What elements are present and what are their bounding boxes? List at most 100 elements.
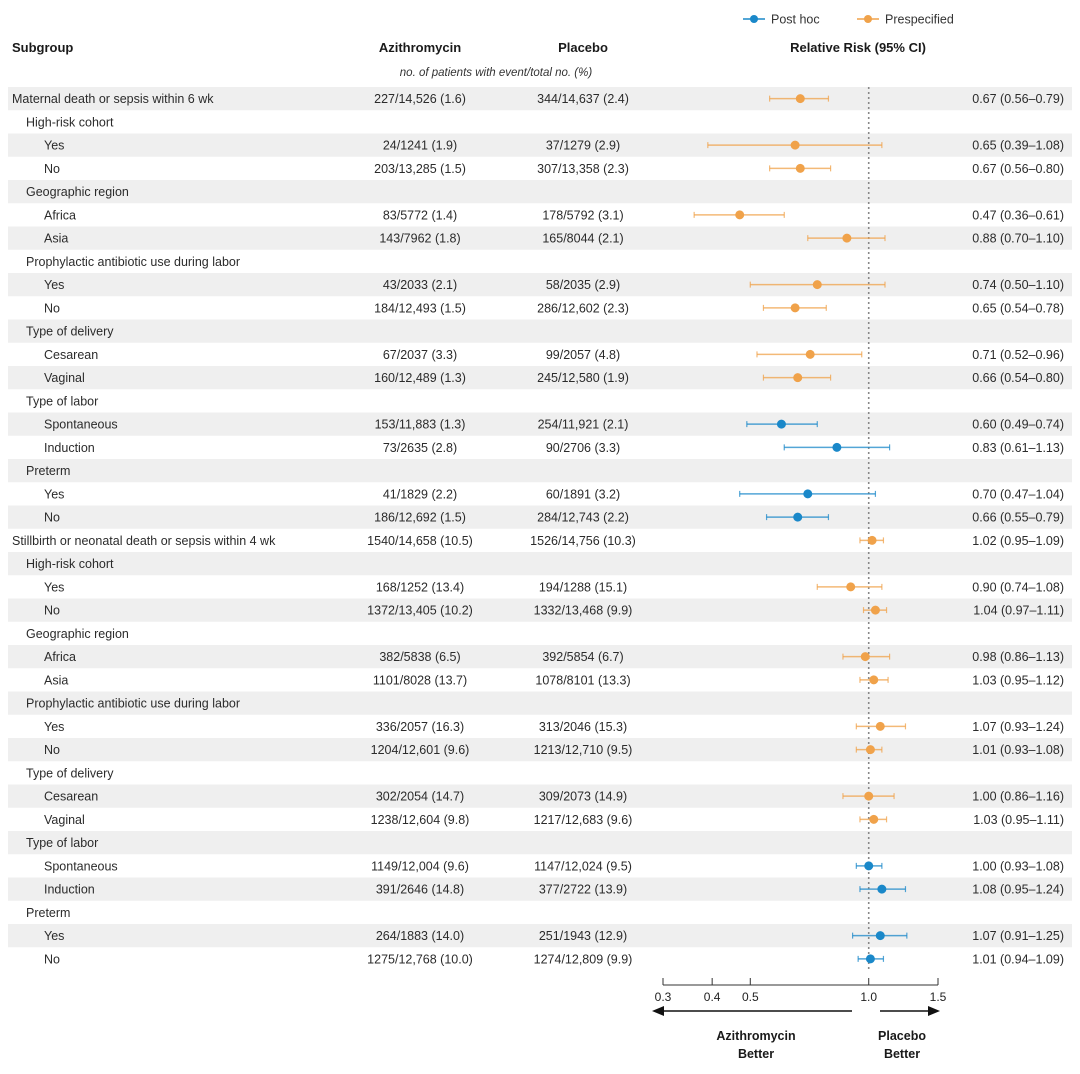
azithromycin-value: 184/12,493 (1.5) [374, 301, 466, 315]
subgroup-label: Africa [44, 208, 76, 222]
group-label: High-risk cohort [26, 557, 114, 571]
axis-tick-label: 0.4 [704, 990, 721, 1004]
azithromycin-value: 391/2646 (14.8) [376, 883, 464, 897]
placebo-value: 392/5854 (6.7) [542, 650, 623, 664]
row-bands [8, 87, 1072, 948]
azithromycin-value: 1149/12,004 (9.6) [371, 859, 469, 873]
azithromycin-value: 336/2057 (16.3) [376, 720, 464, 734]
table-rows: Maternal death or sepsis within 6 wk 227/… [12, 87, 1064, 971]
header-azithromycin: Azithromycin [379, 40, 461, 55]
subgroup-label: Cesarean [44, 790, 98, 804]
subgroup-label: Asia [44, 673, 68, 687]
group-label: Prophylactic antibiotic use during labor [26, 697, 240, 711]
rr-value: 1.00 (0.93–1.08) [972, 859, 1064, 873]
placebo-value: 1217/12,683 (9.6) [534, 813, 633, 827]
rr-value: 0.47 (0.36–0.61) [972, 208, 1064, 222]
rr-value: 0.90 (0.74–1.08) [972, 580, 1064, 594]
axis-right-label-line1: Placebo [878, 1029, 926, 1043]
azithromycin-value: 1275/12,768 (10.0) [367, 952, 473, 966]
rr-value: 0.60 (0.49–0.74) [972, 418, 1064, 432]
point-estimate [832, 442, 842, 452]
header-subheader: no. of patients with event/total no. (%) [400, 67, 593, 79]
point-estimate [795, 94, 805, 104]
arrow-left-head [652, 1006, 664, 1016]
rr-value: 1.04 (0.97–1.11) [973, 604, 1064, 618]
placebo-value: 254/11,921 (2.1) [538, 418, 629, 432]
subgroup-label: Maternal death or sepsis within 6 wk [12, 92, 214, 106]
group-label: High-risk cohort [26, 115, 114, 129]
row-band [8, 273, 1072, 297]
header-relative-risk: Relative Risk (95% CI) [790, 40, 926, 55]
rr-value: 0.65 (0.54–0.78) [972, 301, 1064, 315]
row-band [8, 738, 1072, 762]
azithromycin-value: 302/2054 (14.7) [376, 790, 464, 804]
legend-label: Post hoc [771, 13, 820, 27]
placebo-value: 251/1943 (12.9) [539, 929, 627, 943]
subgroup-label: Induction [44, 441, 95, 455]
point-estimate [869, 675, 879, 685]
subgroup-label: No [44, 743, 60, 757]
placebo-value: 60/1891 (3.2) [546, 487, 620, 501]
row-band [8, 505, 1072, 529]
placebo-value: 165/8044 (2.1) [542, 232, 623, 246]
arrow-right-head [928, 1006, 940, 1016]
azithromycin-value: 1540/14,658 (10.5) [367, 534, 473, 548]
rr-value: 1.03 (0.95–1.12) [972, 673, 1064, 687]
azithromycin-value: 1372/13,405 (10.2) [367, 604, 473, 618]
placebo-value: 37/1279 (2.9) [546, 139, 620, 153]
point-estimate [735, 210, 745, 220]
placebo-value: 1332/13,468 (9.9) [534, 604, 633, 618]
azithromycin-value: 24/1241 (1.9) [383, 139, 457, 153]
row-band [8, 459, 1072, 483]
axis-tick-label: 0.5 [742, 990, 759, 1004]
legend: Post hoc Prespecified [743, 13, 954, 27]
azithromycin-value: 1238/12,604 (9.8) [371, 813, 470, 827]
azithromycin-value: 203/13,285 (1.5) [374, 162, 466, 176]
azithromycin-value: 186/12,692 (1.5) [374, 511, 466, 525]
point-estimate [864, 861, 874, 871]
subgroup-label: No [44, 162, 60, 176]
point-estimate [867, 535, 877, 545]
row-band [8, 133, 1072, 157]
row-band [8, 831, 1072, 855]
point-estimate [795, 163, 805, 173]
row-band [8, 552, 1072, 576]
point-estimate [812, 280, 822, 290]
rr-value: 0.67 (0.56–0.80) [972, 162, 1064, 176]
subgroup-label: Induction [44, 883, 95, 897]
azithromycin-value: 1204/12,601 (9.6) [371, 743, 470, 757]
azithromycin-value: 73/2635 (2.8) [383, 441, 457, 455]
placebo-value: 178/5792 (3.1) [542, 208, 623, 222]
row-band [8, 877, 1072, 901]
group-label: Type of delivery [26, 766, 114, 780]
rr-value: 1.01 (0.94–1.09) [972, 952, 1064, 966]
row-band [8, 412, 1072, 436]
placebo-value: 194/1288 (15.1) [539, 580, 627, 594]
subgroup-label: Yes [44, 720, 64, 734]
rr-value: 1.03 (0.95–1.11) [973, 813, 1064, 827]
group-label: Type of delivery [26, 325, 114, 339]
rr-value: 1.07 (0.91–1.25) [972, 929, 1064, 943]
placebo-value: 1526/14,756 (10.3) [530, 534, 636, 548]
subgroup-label: Spontaneous [44, 418, 118, 432]
point-estimate [860, 652, 870, 662]
subgroup-label: Yes [44, 580, 64, 594]
rr-value: 1.00 (0.86–1.16) [972, 790, 1064, 804]
group-label: Geographic region [26, 627, 129, 641]
rr-value: 0.88 (0.70–1.10) [972, 232, 1064, 246]
azithromycin-value: 41/1829 (2.2) [383, 487, 457, 501]
rr-value: 1.01 (0.93–1.08) [972, 743, 1064, 757]
group-label: Preterm [26, 906, 70, 920]
rr-value: 1.08 (0.95–1.24) [972, 883, 1064, 897]
axis-tick-label: 0.3 [655, 990, 672, 1004]
rr-value: 0.67 (0.56–0.79) [972, 92, 1064, 106]
group-label: Geographic region [26, 185, 129, 199]
axis-tick-label: 1.5 [930, 990, 947, 1004]
row-band [8, 924, 1072, 948]
azithromycin-value: 67/2037 (3.3) [383, 348, 457, 362]
azithromycin-value: 43/2033 (2.1) [383, 278, 457, 292]
header-placebo: Placebo [558, 40, 608, 55]
placebo-value: 99/2057 (4.8) [546, 348, 620, 362]
legend-label: Prespecified [885, 13, 954, 27]
point-estimate [875, 931, 885, 941]
